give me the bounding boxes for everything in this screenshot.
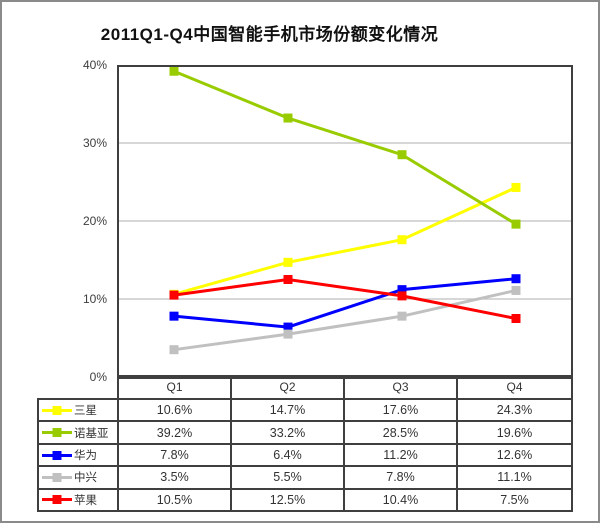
series-marker <box>169 311 179 321</box>
table-row: 三星 10.6% 14.7% 17.6% 24.3% <box>39 400 571 423</box>
legend-key-icon <box>42 405 72 415</box>
series-name-label: 中兴 <box>74 472 97 485</box>
legend-cell: 诺基亚 <box>39 422 119 443</box>
series-marker <box>397 150 407 160</box>
column-header: Q3 <box>345 379 458 398</box>
y-tick-label: 10% <box>82 292 107 306</box>
series-name-label: 三星 <box>74 405 97 418</box>
table-value-cell: 24.3% <box>496 403 533 418</box>
series-line <box>173 277 517 320</box>
y-tick-label: 0% <box>89 370 107 384</box>
table-value-cell: 12.5% <box>232 489 345 511</box>
column-header: Q2 <box>232 379 345 398</box>
plot-border <box>117 65 573 377</box>
table-value-cell: 10.4% <box>345 489 458 511</box>
table-value-cell: 10.6% <box>119 400 232 421</box>
column-header: Q1 <box>119 379 232 398</box>
table-value-cell: 19.6% <box>496 425 533 440</box>
series-marker <box>511 285 521 295</box>
table-row: 诺基亚 39.2% 33.2% 28.5% 19.6% <box>39 422 571 445</box>
series-name-label: 华为 <box>74 450 97 463</box>
table-value-cell: 28.5% <box>345 422 458 443</box>
table-value-cell: 7.8% <box>119 444 232 466</box>
series-marker <box>283 329 293 339</box>
table-value-cell: 39.2% <box>119 422 232 443</box>
table-value-cell: 12.6% <box>496 448 533 463</box>
series-marker <box>169 66 179 76</box>
legend-cell: 三星 <box>39 400 119 421</box>
legend-key-icon <box>42 450 72 460</box>
series-marker <box>283 322 293 332</box>
legend-cell: 华为 <box>39 444 119 466</box>
table-value-cell: 14.7% <box>232 400 345 421</box>
legend-cell: 中兴 <box>39 467 119 488</box>
y-tick-label: 30% <box>82 136 107 150</box>
series-line <box>173 186 517 296</box>
table-row: 苹果 10.5% 12.5% 10.4% 7.5% <box>39 489 571 511</box>
table-header-row: Q1 Q2 Q3 Q4 <box>117 377 573 398</box>
table-value-cell: 10.5% <box>119 489 232 511</box>
series-name-label: 诺基亚 <box>74 427 109 440</box>
y-tick-label: 40% <box>82 58 107 72</box>
y-tick-label: 20% <box>82 214 107 228</box>
legend-cell: 苹果 <box>39 489 119 511</box>
series-marker <box>397 285 407 295</box>
series-marker <box>283 113 293 123</box>
chart-title: 2011Q1-Q4中国智能手机市场份额变化情况 <box>100 25 439 44</box>
table-value-cell: 11.1% <box>497 470 532 485</box>
series-marker <box>511 274 521 284</box>
table-value-cell: 7.8% <box>345 467 458 488</box>
series-line <box>173 69 517 226</box>
plot-area <box>117 65 573 377</box>
series-marker <box>511 219 521 229</box>
series-marker <box>283 257 293 267</box>
table-row: 华为 7.8% 6.4% 11.2% 12.6% <box>39 444 571 468</box>
table-value-cell: 17.6% <box>345 400 458 421</box>
series-marker <box>169 345 179 355</box>
series-marker <box>397 235 407 245</box>
data-table: 三星 10.6% 14.7% 17.6% 24.3% 诺基亚 39.2% 33.2% 28.5%… <box>37 398 573 512</box>
legend-key-icon <box>42 495 72 505</box>
series-marker <box>283 275 293 284</box>
series-marker <box>511 314 521 323</box>
table-value-cell: 33.2% <box>232 422 345 443</box>
legend-key-icon <box>42 428 72 438</box>
table-value-cell: 7.5% <box>500 492 529 507</box>
table-value-cell: 11.2% <box>345 444 458 466</box>
legend-key-icon <box>42 472 72 482</box>
series-marker <box>169 290 179 300</box>
table-value-cell: 3.5% <box>119 467 232 488</box>
series-line <box>173 277 517 329</box>
series-name-label: 苹果 <box>74 494 97 507</box>
series-marker <box>397 291 407 301</box>
column-header: Q4 <box>506 380 523 394</box>
table-value-cell: 5.5% <box>232 467 345 488</box>
series-line <box>173 288 517 352</box>
series-marker <box>397 311 407 321</box>
series-marker <box>511 182 521 192</box>
table-value-cell: 6.4% <box>232 444 345 466</box>
table-row: 中兴 3.5% 5.5% 7.8% 11.1% <box>39 467 571 490</box>
